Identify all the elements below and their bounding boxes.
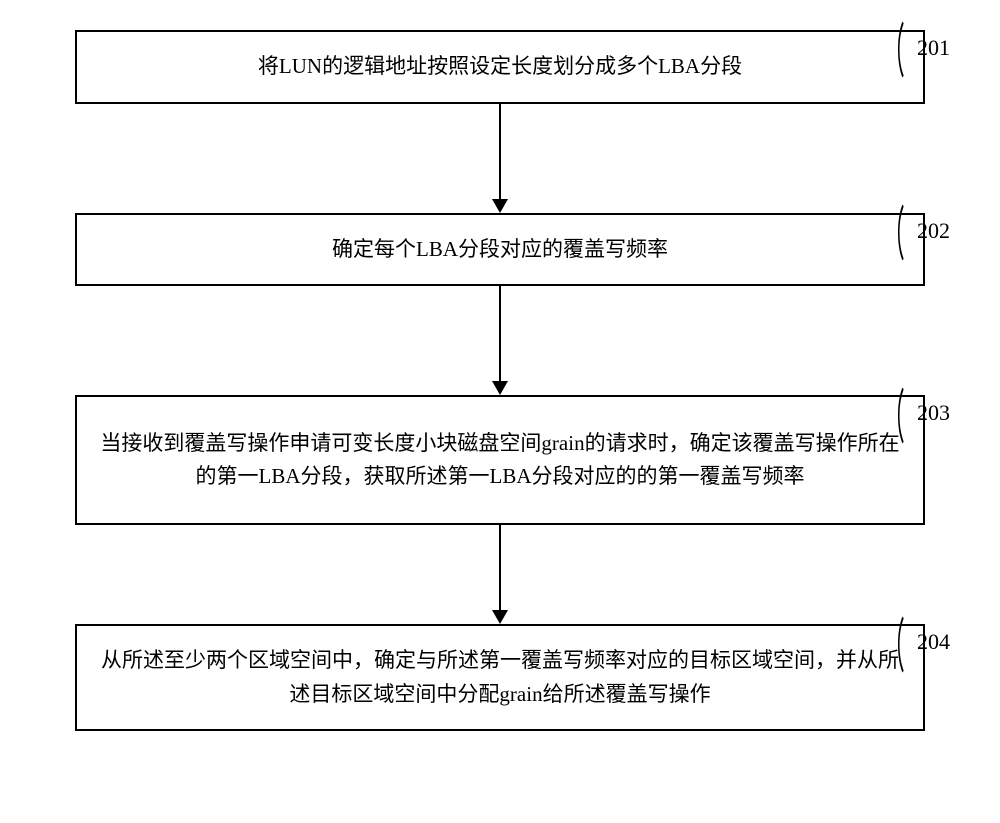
step-label-4: ︶204: [871, 629, 950, 657]
step-box-2: 确定每个LBA分段对应的覆盖写频率: [75, 213, 925, 287]
arrow-head-icon: [492, 199, 508, 213]
step-box-1: 将LUN的逻辑地址按照设定长度划分成多个LBA分段: [75, 30, 925, 104]
flowchart-container: 将LUN的逻辑地址按照设定长度划分成多个LBA分段 ︶201 确定每个LBA分段…: [40, 30, 960, 731]
step-wrapper-1: 将LUN的逻辑地址按照设定长度划分成多个LBA分段 ︶201: [40, 30, 960, 104]
step-wrapper-4: 从所述至少两个区域空间中，确定与所述第一覆盖写频率对应的目标区域空间，并从所述目…: [40, 624, 960, 731]
arrow-2: [492, 286, 508, 395]
bracket-icon: ︶: [886, 21, 899, 80]
bracket-icon: ︶: [886, 203, 899, 262]
step-label-2: ︶202: [871, 218, 950, 246]
label-text-4: 204: [917, 629, 950, 654]
arrow-1: [492, 104, 508, 213]
step-text-4: 从所述至少两个区域空间中，确定与所述第一覆盖写频率对应的目标区域空间，并从所述目…: [97, 644, 903, 711]
arrow-line-2: [499, 286, 501, 381]
step-text-3: 当接收到覆盖写操作申请可变长度小块磁盘空间grain的请求时，确定该覆盖写操作所…: [97, 427, 903, 494]
arrow-3: [492, 525, 508, 624]
step-label-3: ︶203: [871, 400, 950, 428]
step-box-3: 当接收到覆盖写操作申请可变长度小块磁盘空间grain的请求时，确定该覆盖写操作所…: [75, 395, 925, 525]
label-text-3: 203: [917, 400, 950, 425]
arrow-head-icon: [492, 381, 508, 395]
arrow-line-3: [499, 525, 501, 610]
arrow-line-1: [499, 104, 501, 199]
step-wrapper-2: 确定每个LBA分段对应的覆盖写频率 ︶202: [40, 213, 960, 287]
bracket-icon: ︶: [886, 615, 899, 674]
arrow-head-icon: [492, 610, 508, 624]
step-box-4: 从所述至少两个区域空间中，确定与所述第一覆盖写频率对应的目标区域空间，并从所述目…: [75, 624, 925, 731]
step-text-2: 确定每个LBA分段对应的覆盖写频率: [332, 233, 668, 267]
label-text-1: 201: [917, 35, 950, 60]
step-wrapper-3: 当接收到覆盖写操作申请可变长度小块磁盘空间grain的请求时，确定该覆盖写操作所…: [40, 395, 960, 525]
step-text-1: 将LUN的逻辑地址按照设定长度划分成多个LBA分段: [258, 50, 742, 84]
bracket-icon: ︶: [886, 386, 899, 445]
step-label-1: ︶201: [871, 35, 950, 63]
label-text-2: 202: [917, 218, 950, 243]
